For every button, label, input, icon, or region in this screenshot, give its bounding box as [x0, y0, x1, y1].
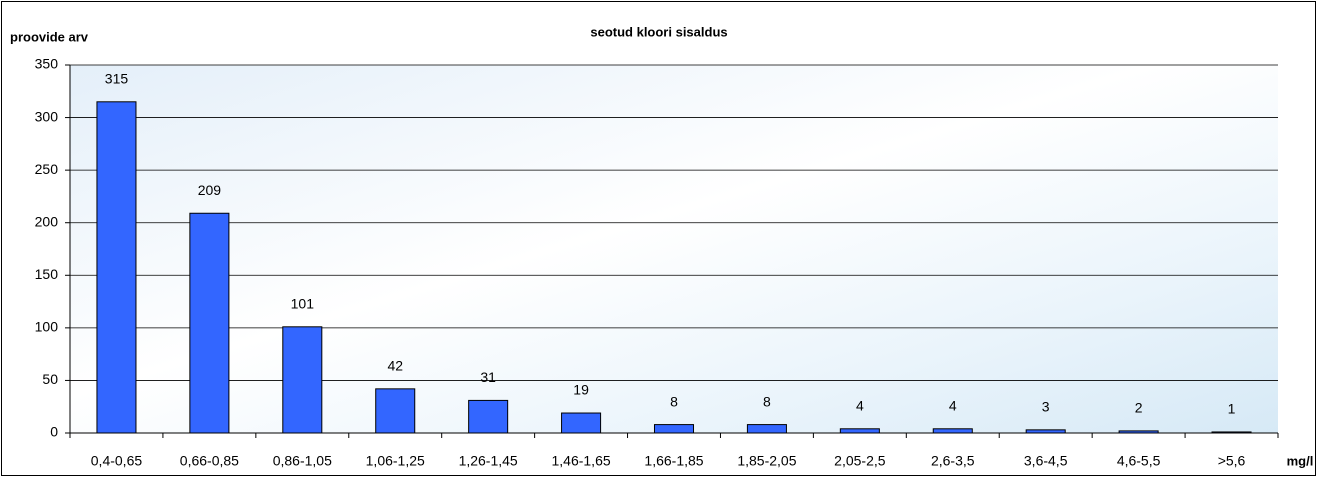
bar: [376, 389, 415, 433]
y-tick-label: 250: [35, 161, 59, 177]
x-tick-label: 1,06-1,25: [366, 453, 425, 469]
y-tick-label: 300: [35, 108, 59, 124]
y-tick-label: 50: [42, 371, 58, 387]
y-tick-label: 0: [50, 424, 58, 440]
bar: [562, 413, 601, 433]
x-tick-label: 1,85-2,05: [737, 453, 796, 469]
bar: [933, 429, 972, 433]
bar: [469, 400, 508, 433]
y-tick-label: 350: [35, 56, 59, 72]
data-label: 2: [1135, 400, 1143, 416]
x-tick-label: 1,46-1,65: [551, 453, 610, 469]
x-tick-label: 0,66-0,85: [180, 453, 239, 469]
bar: [654, 425, 693, 433]
data-label: 8: [670, 393, 678, 409]
bar: [1119, 431, 1158, 433]
chart-title: seotud kloori sisaldus: [590, 24, 727, 39]
data-label: 3: [1042, 399, 1050, 415]
data-label: 31: [480, 369, 496, 385]
bar: [283, 327, 322, 433]
bar: [190, 213, 229, 433]
x-tick-label: 0,86-1,05: [273, 453, 332, 469]
x-tick-label: >5,6: [1218, 453, 1246, 469]
data-label: 4: [949, 397, 957, 413]
data-label: 315: [105, 71, 129, 87]
plot-area: [70, 65, 1278, 433]
data-label: 4: [856, 397, 864, 413]
x-tick-label: 2,05-2,5: [834, 453, 886, 469]
data-label: 209: [198, 182, 222, 198]
y-tick-label: 200: [35, 213, 59, 229]
bar: [840, 429, 879, 433]
x-tick-label: 3,6-4,5: [1024, 453, 1068, 469]
y-tick-label: 150: [35, 266, 59, 282]
bar: [1026, 430, 1065, 433]
y-tick-label: 100: [35, 319, 59, 335]
bar: [1212, 432, 1251, 433]
data-label: 1: [1228, 401, 1236, 417]
x-tick-label: 2,6-3,5: [931, 453, 975, 469]
data-label: 19: [573, 382, 589, 398]
bar: [747, 425, 786, 433]
x-tick-label: 1,66-1,85: [644, 453, 703, 469]
chart: seotud kloori sisaldus proovide arv mg/l…: [0, 0, 1318, 477]
y-axis-label: proovide arv: [10, 29, 89, 44]
data-label: 42: [387, 358, 403, 374]
x-tick-label: 4,6-5,5: [1117, 453, 1161, 469]
x-axis-label: mg/l: [1287, 453, 1314, 468]
data-label: 101: [291, 296, 315, 312]
x-tick-label: 1,26-1,45: [459, 453, 518, 469]
x-tick-label: 0,4-0,65: [91, 453, 143, 469]
data-label: 8: [763, 393, 771, 409]
bar: [97, 102, 136, 433]
